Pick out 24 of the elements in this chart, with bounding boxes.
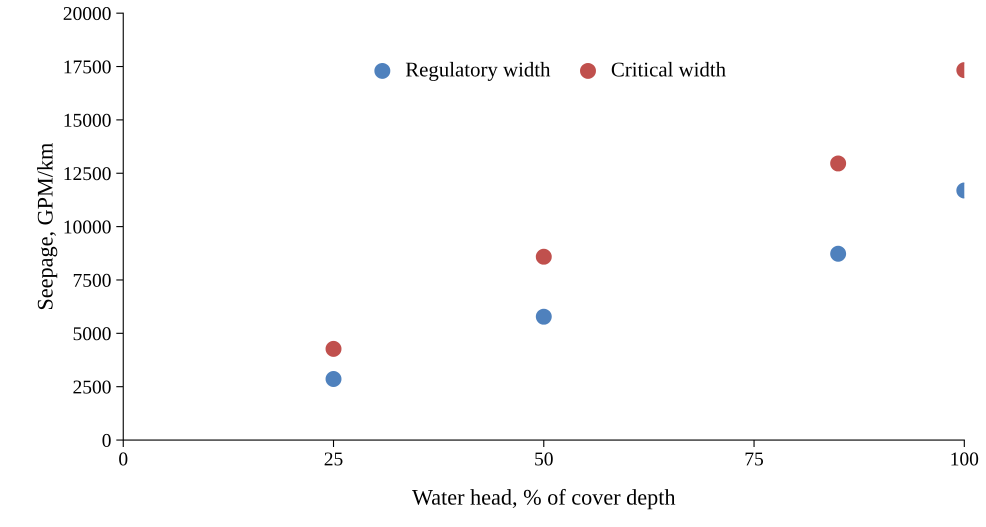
x-tick-label: 50 (535, 452, 553, 466)
point (536, 308, 552, 325)
y-tick-label: 5000 (74, 327, 111, 340)
y-tick-label: 10000 (64, 220, 111, 234)
point (830, 155, 846, 172)
point (536, 248, 552, 265)
point (830, 246, 846, 262)
y-tick-label: 0 (102, 434, 111, 447)
y-tick-label: 12500 (64, 167, 111, 180)
legend-label: Critical width (612, 62, 726, 77)
y-tick-label: 2500 (73, 380, 111, 394)
x-axis-title: Water head, % of cover depth (412, 488, 676, 510)
legend-label: Regulatory width (406, 62, 550, 81)
y-tick-label: 17500 (64, 60, 111, 74)
x-tick-label: 0 (119, 452, 128, 466)
point (326, 340, 342, 357)
y-tick-label: 15000 (64, 114, 111, 127)
x-tick-label: 100 (951, 452, 978, 466)
x-tick-label: 75 (746, 452, 764, 466)
y-tick-label: 20000 (64, 6, 111, 20)
point (326, 371, 342, 387)
x-tick-label: 25 (324, 452, 342, 466)
y-axis-title: Seepage, GPM/km (37, 143, 58, 310)
y-tick-label: 7500 (74, 274, 111, 287)
